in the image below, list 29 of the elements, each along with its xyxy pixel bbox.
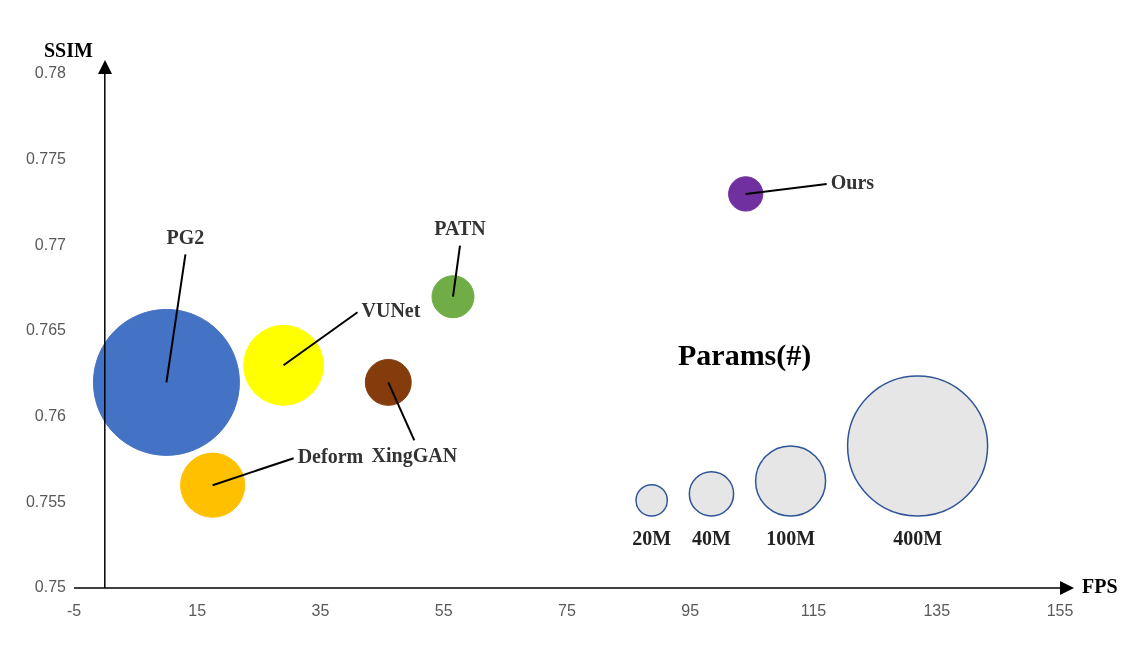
x-tick-label: 15	[188, 602, 207, 620]
x-tick-label: 75	[558, 602, 576, 620]
y-tick-label: 0.78	[34, 64, 67, 82]
x-tick-label: 155	[1046, 602, 1074, 620]
legend-label: 400M	[893, 527, 943, 550]
legend-label: 100M	[766, 527, 816, 550]
legend-label: 40M	[692, 527, 732, 550]
y-tick-label: 0.77	[34, 235, 67, 253]
x-tick-label: -5	[66, 602, 82, 620]
text: Deform	[297, 445, 364, 468]
y-axis-title: SSIM	[43, 39, 93, 62]
x-tick-label: 55	[434, 602, 453, 620]
x-tick-label: 35	[311, 602, 330, 620]
text: XingGAN	[371, 443, 458, 467]
text: Ours	[830, 171, 875, 194]
x-tick-label: 95	[681, 602, 700, 620]
y-tick-label: 0.775	[25, 150, 67, 168]
y-tick-label: 0.76	[34, 407, 67, 425]
legend-title: Params(#)	[677, 337, 812, 372]
series-label: PATN	[434, 216, 487, 239]
x-tick-label: 115	[800, 602, 827, 620]
x-tick-label: 135	[923, 602, 951, 620]
x-axis-title: FPS	[1082, 575, 1118, 598]
text: VUNet	[361, 299, 421, 322]
y-tick-label: 0.765	[25, 321, 67, 339]
y-tick-label: 0.75	[34, 578, 67, 596]
text: PG2	[166, 225, 205, 248]
y-tick-label: 0.755	[25, 492, 67, 510]
legend-label: 20M	[632, 527, 672, 550]
